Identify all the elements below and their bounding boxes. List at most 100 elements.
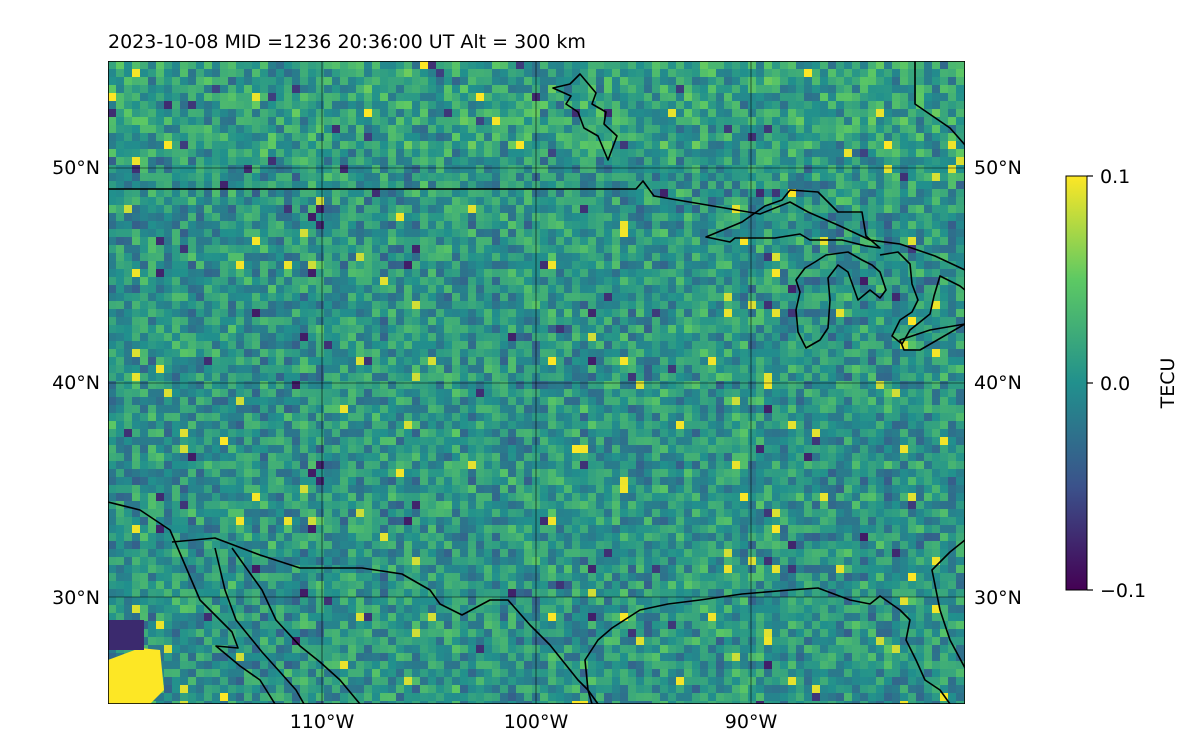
tec-cell bbox=[764, 213, 773, 222]
tec-cell bbox=[380, 205, 389, 214]
tec-cell bbox=[284, 245, 293, 254]
tec-cell bbox=[476, 213, 485, 222]
tec-cell bbox=[908, 405, 917, 414]
tec-cell bbox=[204, 157, 213, 166]
tec-cell bbox=[156, 109, 165, 118]
tec-cell bbox=[708, 261, 717, 270]
tec-cell bbox=[444, 133, 453, 142]
tec-cell bbox=[556, 165, 565, 174]
tec-cell bbox=[868, 253, 877, 262]
tec-cell bbox=[468, 365, 477, 374]
tec-cell bbox=[236, 69, 245, 78]
tec-cell bbox=[116, 309, 125, 318]
tec-cell bbox=[884, 197, 893, 206]
tec-cell bbox=[772, 309, 781, 318]
tec-cell bbox=[900, 213, 909, 222]
tec-cell bbox=[444, 293, 453, 302]
tec-cell bbox=[932, 277, 941, 286]
tec-cell bbox=[900, 317, 909, 326]
tec-cell bbox=[652, 93, 661, 102]
tec-cell bbox=[132, 181, 141, 190]
tec-cell bbox=[300, 181, 309, 190]
tec-cell bbox=[292, 285, 301, 294]
tec-cell bbox=[420, 101, 429, 110]
tec-cell bbox=[124, 429, 133, 438]
tec-cell bbox=[188, 325, 197, 334]
tec-cell bbox=[140, 181, 149, 190]
tec-cell bbox=[380, 309, 389, 318]
tec-cell bbox=[580, 293, 589, 302]
tec-cell bbox=[372, 237, 381, 246]
tec-cell bbox=[932, 317, 941, 326]
tec-cell bbox=[380, 421, 389, 430]
tec-cell bbox=[476, 333, 485, 342]
tec-cell bbox=[740, 133, 749, 142]
tec-cell bbox=[172, 293, 181, 302]
tec-cell bbox=[724, 213, 733, 222]
tec-cell bbox=[716, 341, 725, 350]
tec-cell bbox=[780, 77, 789, 86]
tec-cell bbox=[284, 429, 293, 438]
tec-cell bbox=[612, 381, 621, 390]
tec-cell bbox=[684, 381, 693, 390]
tec-cell bbox=[380, 149, 389, 158]
tec-cell bbox=[476, 237, 485, 246]
tec-cell bbox=[852, 125, 861, 134]
tec-cell bbox=[884, 229, 893, 238]
tec-cell bbox=[612, 413, 621, 422]
tec-cell bbox=[524, 77, 533, 86]
tec-cell bbox=[564, 373, 573, 382]
tec-cell bbox=[252, 389, 261, 398]
tec-cell bbox=[708, 181, 717, 190]
tec-cell bbox=[620, 93, 629, 102]
tec-cell bbox=[836, 173, 845, 182]
tec-cell bbox=[244, 157, 253, 166]
tec-cell bbox=[852, 325, 861, 334]
tec-cell bbox=[524, 197, 533, 206]
tec-cell bbox=[348, 269, 357, 278]
tec-cell bbox=[412, 269, 421, 278]
tec-cell bbox=[476, 93, 485, 102]
tec-cell bbox=[324, 245, 333, 254]
tec-cell bbox=[404, 61, 413, 70]
tec-cell bbox=[540, 349, 549, 358]
tec-cell bbox=[244, 261, 253, 270]
tec-cell bbox=[580, 205, 589, 214]
tec-cell bbox=[436, 229, 445, 238]
tec-cell bbox=[340, 317, 349, 326]
tec-cell bbox=[276, 381, 285, 390]
tec-cell bbox=[124, 101, 133, 110]
tec-cell bbox=[692, 421, 701, 430]
tec-cell bbox=[684, 237, 693, 246]
tec-cell bbox=[332, 277, 341, 286]
tec-cell bbox=[580, 389, 589, 398]
tec-cell bbox=[548, 165, 557, 174]
tec-cell bbox=[276, 157, 285, 166]
tec-cell bbox=[284, 389, 293, 398]
tec-cell bbox=[236, 85, 245, 94]
tec-cell bbox=[812, 117, 821, 126]
tec-cell bbox=[652, 269, 661, 278]
tec-cell bbox=[524, 125, 533, 134]
tec-cell bbox=[516, 149, 525, 158]
tec-cell bbox=[228, 285, 237, 294]
tec-cell bbox=[316, 125, 325, 134]
tec-cell bbox=[788, 141, 797, 150]
tec-cell bbox=[548, 237, 557, 246]
tec-cell bbox=[556, 221, 565, 230]
tec-cell bbox=[172, 157, 181, 166]
tec-cell bbox=[340, 365, 349, 374]
tec-cell bbox=[236, 141, 245, 150]
tec-cell bbox=[380, 397, 389, 406]
tec-cell bbox=[956, 333, 965, 342]
tec-cell bbox=[804, 157, 813, 166]
tec-cell bbox=[444, 405, 453, 414]
tec-cell bbox=[676, 261, 685, 270]
tec-cell bbox=[404, 285, 413, 294]
tec-cell bbox=[932, 149, 941, 158]
tec-cell bbox=[508, 109, 517, 118]
tec-cell bbox=[476, 421, 485, 430]
tec-cell bbox=[676, 277, 685, 286]
tec-cell bbox=[852, 181, 861, 190]
tec-cell bbox=[564, 389, 573, 398]
